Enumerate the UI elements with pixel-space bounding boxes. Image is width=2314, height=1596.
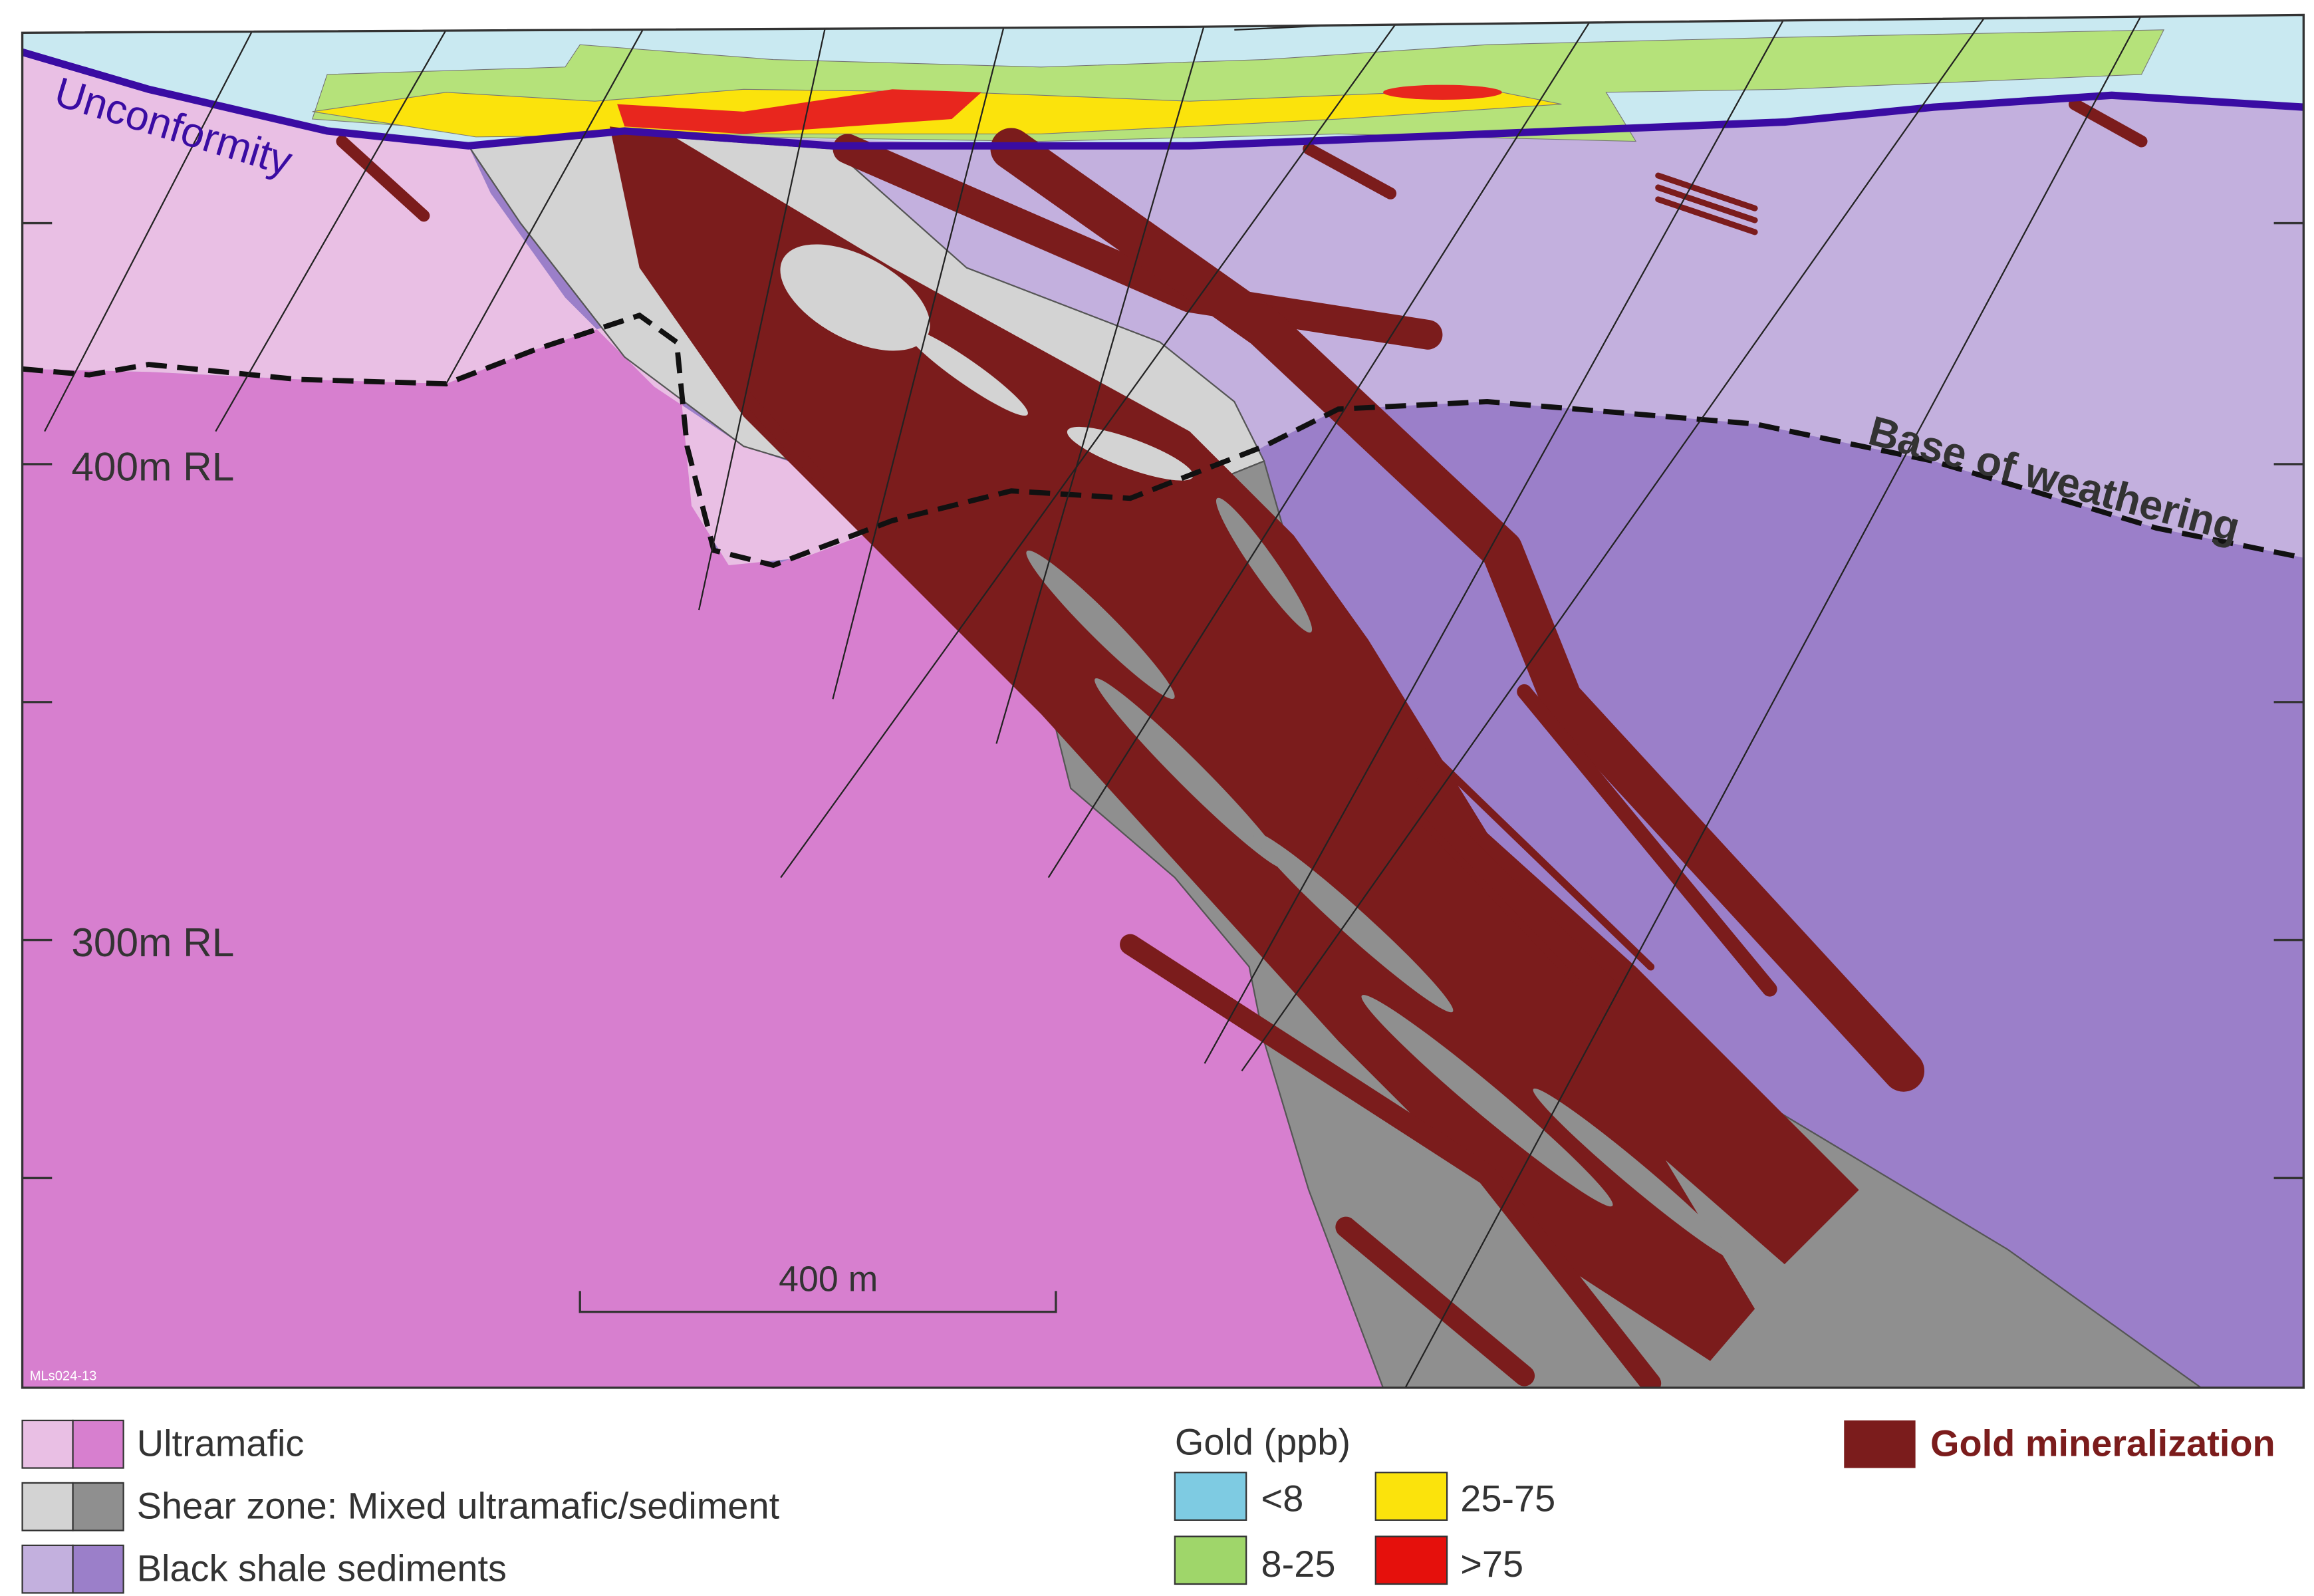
legend-label: Black shale sediments: [137, 1547, 507, 1589]
legend-title: Gold (ppb): [1175, 1420, 1350, 1462]
rl-label: 300m RL: [71, 920, 234, 965]
legend: [21, 1419, 1916, 1594]
cover-gold-gt75: [1382, 84, 1502, 100]
base-of-weathering-line: [22, 312, 2304, 569]
drill-holes: [44, 15, 2142, 1388]
legend-label: 25-75: [1460, 1477, 1555, 1519]
legend-label: Gold mineralization: [1930, 1422, 2275, 1464]
cover-gold-gt75: [617, 89, 982, 134]
ultramafic-weathered: [22, 52, 922, 565]
shear-lenses-fresh: [1026, 497, 1739, 1262]
legend-label: >75: [1460, 1543, 1523, 1585]
geology: [22, 15, 2304, 1388]
shear-lenses: [780, 244, 1194, 481]
legend-label: 8-25: [1261, 1543, 1336, 1585]
legend-label: Ultramafic: [137, 1422, 305, 1464]
ultramafic-fresh: [22, 315, 1383, 1388]
unconformity-line: [22, 49, 2304, 150]
rl-label: 400m RL: [71, 444, 234, 489]
rl-ticks: [22, 221, 2304, 1180]
gold-mineralization: [609, 126, 1859, 1361]
figure-id: MLs024-13: [30, 1369, 97, 1384]
scale-label: 400 m: [779, 1259, 878, 1299]
legend-label: <8: [1261, 1477, 1304, 1519]
legend-label: Shear zone: Mixed ultramafic/sediment: [137, 1485, 780, 1527]
gold-veins: [336, 98, 2148, 1388]
scale-bar: [578, 1291, 1057, 1313]
